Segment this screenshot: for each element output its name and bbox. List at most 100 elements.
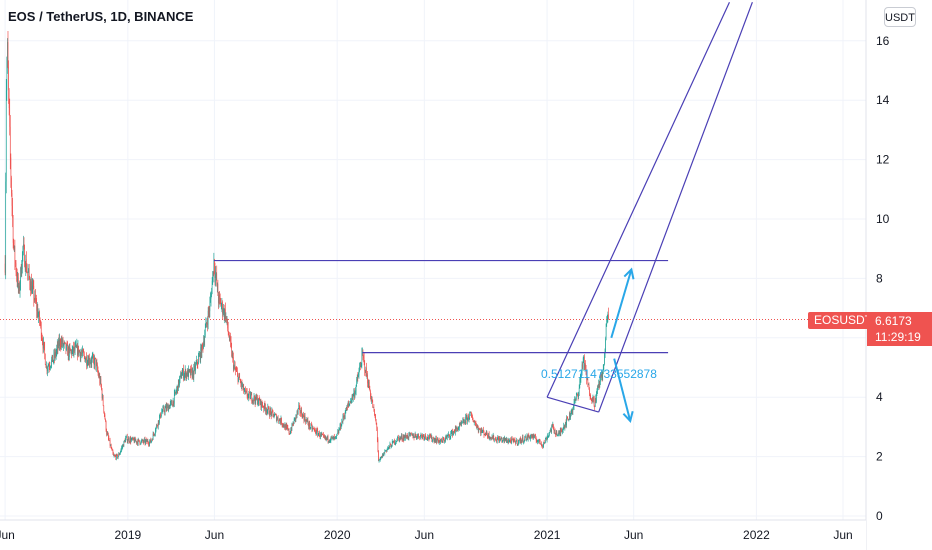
candle-body [152,439,153,440]
candle-body [426,438,427,440]
candle-body [570,412,572,416]
candle-body [529,436,531,439]
candle-body [486,431,488,435]
candle-body [457,429,458,431]
candle-body [341,421,343,427]
candle-body [147,440,148,443]
candle-body [473,421,474,423]
candle-body [179,375,181,380]
candle-body [216,273,218,285]
candle-body [140,440,142,444]
candle-body [416,435,417,438]
candle-body [65,342,67,350]
candle-body [81,353,82,355]
candle-body [447,435,449,437]
time-axis[interactable]: Jun 2019 Jun 2020 Jun 2021 Jun 2022 Jun [0,519,866,550]
candle-body [262,406,264,408]
candle-body [340,424,341,429]
candle-body [602,371,604,378]
candle-body [74,347,75,351]
candle-body [254,395,255,400]
candle-body [235,370,237,372]
candle-body [135,440,137,442]
candle-body [190,369,191,375]
candle-body [572,407,574,412]
candle-body [62,339,63,344]
candle-body [200,347,202,357]
candle-body [105,419,106,422]
candle-body [458,427,460,429]
candle-body [100,378,102,385]
price-axis[interactable]: 0246810121416 [865,0,932,550]
candle-body [154,433,156,435]
candle-body [125,437,127,439]
candle-body [581,364,583,373]
candle-body [530,436,531,439]
candle-body [177,386,179,391]
candle-body [585,368,587,375]
symbol-title[interactable]: EOS / TetherUS, 1D, BINANCE [8,9,194,24]
candle-body [115,456,117,459]
candle-body [66,344,68,346]
y-tick-label: 0 [876,509,883,523]
candle-body [437,437,439,441]
candle-body [437,437,438,441]
candle-body [606,318,608,320]
candle-body [231,354,233,357]
candle-body [471,416,473,417]
candle-body [461,422,462,424]
trendline-drawings[interactable] [213,1,753,423]
candle-body [487,436,489,438]
candle-body [93,358,95,365]
candle-body [549,432,550,435]
candle-body [55,351,56,356]
candle-body [13,245,15,249]
candle-body [85,357,87,360]
candle-body [140,443,141,445]
candle-body [603,364,605,366]
candle-body [372,401,374,408]
candle-body [274,414,275,417]
candle-body [16,276,18,283]
candle-body [490,437,492,440]
currency-button[interactable]: USDT [884,7,916,27]
candle-body [125,438,126,443]
candle-body [253,395,255,401]
candle-body [77,344,78,355]
candle-body [497,437,499,439]
candle-body [451,430,453,433]
candle-body [246,391,248,397]
candle-body [48,365,50,367]
candle-body [327,436,328,439]
candle-body [186,373,187,379]
candle-body [256,397,258,399]
candle-body [226,319,228,321]
candle-body [254,399,256,403]
candle-body [353,391,355,395]
candle-body [243,384,244,392]
candle-body [110,445,111,447]
candle-body [553,424,554,427]
candle-body [475,422,476,424]
candle-body [40,323,42,338]
candle-body [571,408,573,413]
candle-body [51,355,53,360]
candle-body [269,414,270,416]
candle-body [27,272,29,273]
candle-body [546,437,548,441]
candle-body [290,429,292,434]
candle-body [485,431,487,435]
candle-body [28,269,30,278]
candle-body [586,374,587,380]
candle-body [231,345,232,357]
candle-body [504,437,505,441]
candle-body [78,350,80,355]
candle-body [110,445,112,449]
candle-body [566,417,567,426]
candle-body [122,444,123,448]
candle-body [128,438,129,441]
candle-body [133,439,135,443]
candle-body [50,366,51,368]
candle-body [391,441,393,447]
